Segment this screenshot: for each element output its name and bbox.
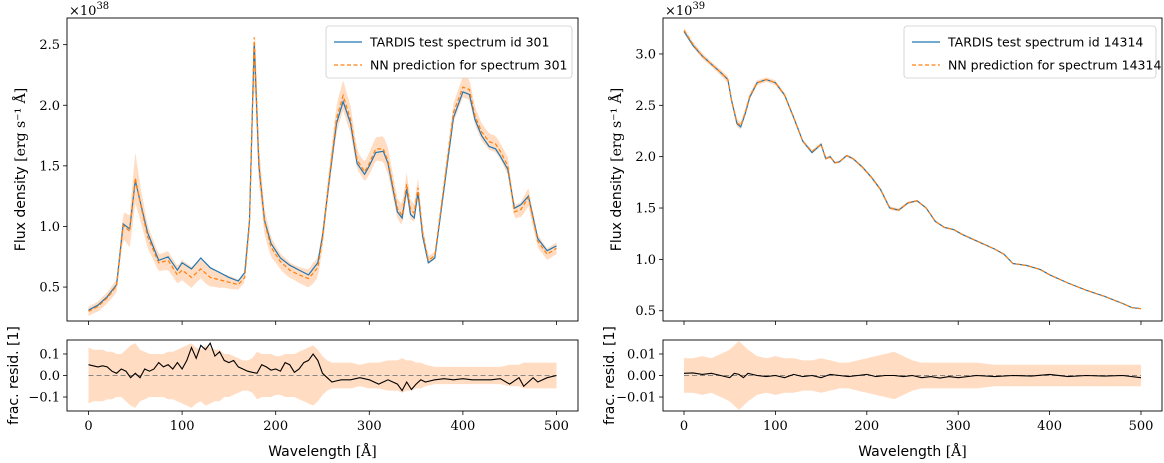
resid-y-tick-label: 0.1 — [39, 347, 60, 362]
resid-y-tick-label: −0.1 — [28, 391, 60, 406]
legend-label-2: NN prediction for spectrum 301 — [370, 58, 568, 73]
legend-box — [325, 25, 573, 79]
y-axis-label-text: Flux density — [13, 162, 29, 251]
resid-y-tick-label: 0.00 — [627, 369, 656, 384]
x-tick-label: 100 — [170, 419, 195, 434]
x-axis-label-unit: [Å] — [356, 442, 377, 460]
x-axis-label: Wavelength [Å] — [858, 442, 967, 460]
x-axis-label-text: Wavelength — [268, 444, 356, 460]
x-axis-label-unit: [Å] — [946, 442, 967, 460]
y-tick-label: 2.0 — [39, 99, 60, 114]
legend-label-2: NN prediction for spectrum 14314 — [948, 58, 1161, 73]
series-line-2 — [683, 29, 1142, 310]
y-axis-label-unit: [erg s⁻¹ Å] — [11, 88, 29, 162]
residual-line — [88, 342, 557, 392]
x-tick-label: 200 — [854, 419, 879, 434]
resid-y-tick-label: 0.01 — [627, 347, 656, 362]
x-tick-label: 500 — [1129, 419, 1154, 434]
y-tick-label: 2.5 — [635, 99, 656, 114]
offset-multiplier: ×1039 — [665, 1, 705, 19]
x-tick-label: 400 — [450, 419, 475, 434]
legend-label-1: TARDIS test spectrum id 301 — [369, 35, 549, 50]
y-tick-label: 1.5 — [635, 202, 656, 217]
y-tick-label: 1.0 — [635, 253, 656, 268]
resid-y-axis-label: frac. resid. [1] — [6, 326, 22, 425]
resid-y-tick-label: 0.0 — [39, 369, 60, 384]
y-tick-label: 0.5 — [635, 304, 656, 319]
offset-exponent: 38 — [96, 1, 109, 12]
resid-y-axis-label: frac. resid. [1] — [602, 326, 618, 425]
x-tick-label: 0 — [84, 419, 92, 434]
y-tick-label: 1.0 — [39, 220, 60, 235]
residual-line — [683, 372, 1142, 379]
x-tick-label: 500 — [544, 419, 569, 434]
x-axis-label-text: Wavelength — [858, 444, 946, 460]
y-axis-label-unit: [erg s⁻¹ Å] — [607, 88, 625, 162]
y-tick-label: 3.0 — [635, 47, 656, 62]
y-axis-label: Flux density [erg s⁻¹ Å] — [607, 88, 625, 251]
y-axis-label: Flux density [erg s⁻¹ Å] — [11, 88, 29, 251]
y-axis-label-text: Flux density — [609, 162, 625, 251]
resid-y-tick-label: −0.01 — [616, 391, 656, 406]
chart-panel-2: 0.5 1.0 1.5 2.0 2.5 3.0 ×1039 Flux density [erg… — [602, 1, 1163, 460]
y-tick-label: 2.5 — [39, 38, 60, 53]
x-axis-label: Wavelength [Å] — [268, 442, 377, 460]
offset-multiplier: ×1038 — [69, 1, 109, 19]
x-tick-label: 300 — [357, 419, 382, 434]
y-tick-label: 2.0 — [635, 150, 656, 165]
y-tick-label: 0.5 — [39, 281, 60, 296]
x-tick-label: 300 — [946, 419, 971, 434]
series-line-1 — [88, 42, 557, 311]
legend-box — [903, 25, 1157, 79]
x-tick-label: 100 — [763, 419, 788, 434]
plot-frame — [662, 17, 1163, 322]
chart-panel-1: 0.5 1.0 1.5 2.0 2.5 ×1038 Flux density [erg s⁻… — [6, 1, 579, 460]
offset-exponent: 39 — [692, 1, 705, 12]
x-tick-label: 400 — [1037, 419, 1062, 434]
y-tick-label: 1.5 — [39, 159, 60, 174]
x-tick-label: 200 — [263, 419, 288, 434]
plot-frame — [66, 17, 579, 322]
series-line-2 — [88, 37, 557, 312]
legend-label-1: TARDIS test spectrum id 14314 — [947, 35, 1143, 50]
x-tick-label: 0 — [680, 419, 688, 434]
